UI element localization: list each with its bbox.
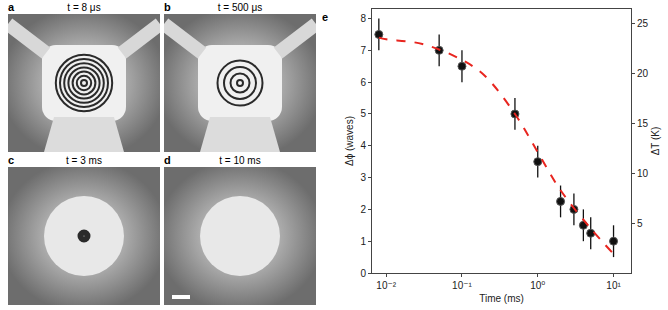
svg-text:c: c: [8, 154, 14, 166]
svg-text:b: b: [164, 1, 171, 13]
svg-text:10: 10: [637, 168, 649, 179]
svg-text:4: 4: [360, 140, 366, 151]
svg-text:a: a: [8, 1, 15, 13]
svg-text:t = 500 μs: t = 500 μs: [218, 2, 262, 13]
svg-text:15: 15: [637, 118, 649, 129]
svg-text:2: 2: [360, 204, 366, 215]
svg-text:ΔT (K): ΔT (K): [650, 127, 661, 156]
svg-text:e: e: [322, 11, 328, 23]
svg-text:Δϕ (waves): Δϕ (waves): [344, 116, 355, 166]
svg-text:t = 3 ms: t = 3 ms: [66, 155, 102, 166]
svg-text:Time (ms): Time (ms): [479, 293, 524, 304]
svg-text:3: 3: [360, 172, 366, 183]
svg-text:5: 5: [637, 218, 643, 229]
svg-text:10⁻²: 10⁻²: [376, 280, 396, 291]
svg-text:8: 8: [360, 13, 366, 24]
svg-text:10⁻¹: 10⁻¹: [452, 280, 472, 291]
svg-text:10¹: 10¹: [606, 280, 621, 291]
svg-text:1: 1: [360, 236, 366, 247]
svg-text:6: 6: [360, 77, 366, 88]
svg-text:25: 25: [637, 18, 649, 29]
svg-text:t = 8 μs: t = 8 μs: [67, 2, 100, 13]
svg-text:0: 0: [360, 268, 366, 279]
svg-text:7: 7: [360, 45, 366, 56]
svg-text:d: d: [164, 154, 171, 166]
svg-text:10⁰: 10⁰: [530, 280, 545, 291]
svg-text:5: 5: [360, 108, 366, 119]
svg-text:t = 10 ms: t = 10 ms: [219, 155, 260, 166]
svg-text:20: 20: [637, 68, 649, 79]
